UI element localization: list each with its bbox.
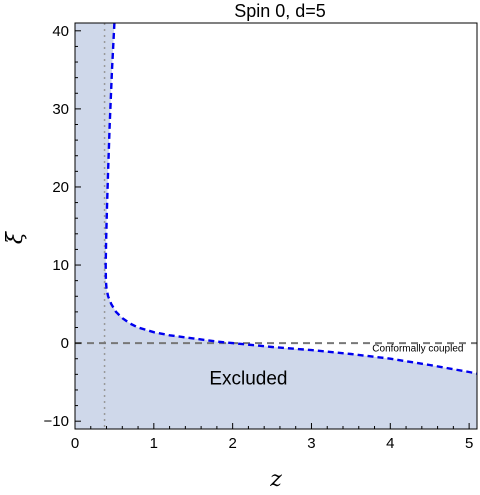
y-tick-label: 20 [52,179,69,196]
excluded-region [75,23,477,429]
x-axis-label: z [269,467,282,492]
conformally-coupled-label: Conformally coupled [372,344,463,355]
x-tick-label: 3 [307,435,315,452]
excluded-label: Excluded [209,368,287,389]
y-tick-label: 40 [52,23,69,40]
x-tick-label: 1 [150,435,158,452]
boundary-curve [104,22,478,375]
plot-frame [74,22,478,430]
y-tick-label: 0 [61,335,69,352]
x-tick-label: 0 [71,435,79,452]
y-tick-label: −10 [44,413,69,430]
chart-title: Spin 0, d=5 [234,1,326,21]
x-tick-label: 2 [228,435,236,452]
y-tick-label: 30 [52,101,69,118]
y-axis-ticks: −10 0 10 20 30 40 [44,23,81,430]
x-tick-label: 5 [465,435,473,452]
x-tick-label: 4 [386,435,394,452]
y-axis-label: ξ [3,230,28,244]
y-tick-label: 10 [52,257,69,274]
